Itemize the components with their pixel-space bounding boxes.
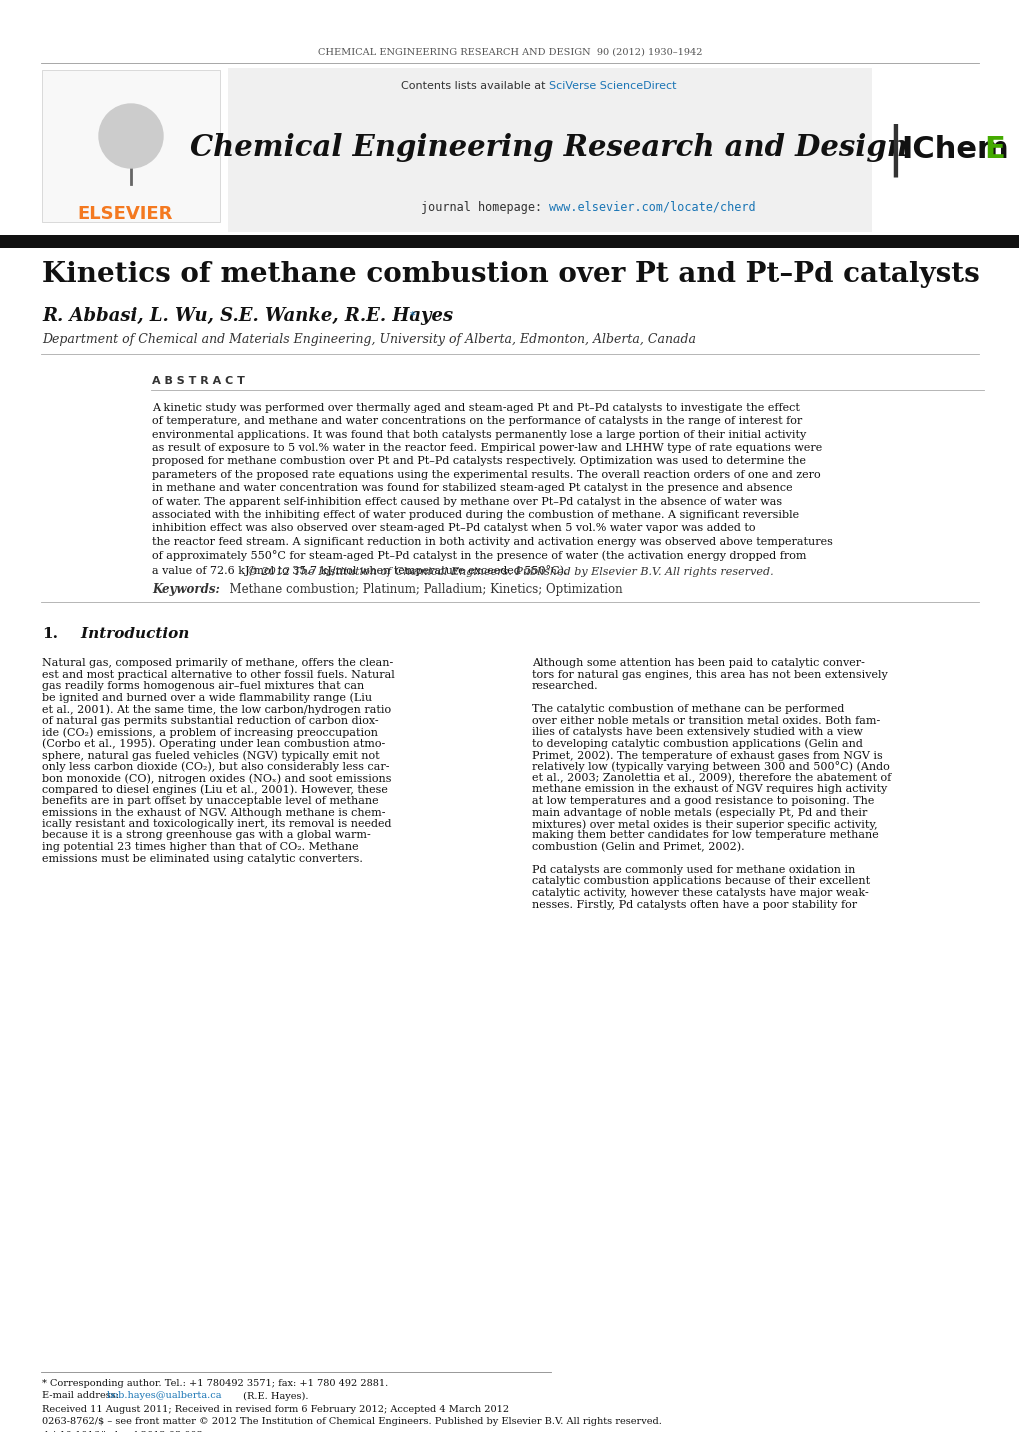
Text: sphere, natural gas fueled vehicles (NGV) typically emit not: sphere, natural gas fueled vehicles (NGV… — [42, 750, 379, 760]
Text: est and most practical alternative to other fossil fuels. Natural: est and most practical alternative to ot… — [42, 670, 394, 680]
Text: IChem: IChem — [900, 136, 1008, 165]
Text: mixtures) over metal oxides is their superior specific activity,: mixtures) over metal oxides is their sup… — [532, 819, 876, 829]
Text: E: E — [983, 136, 1004, 165]
Text: R. Abbasi, L. Wu, S.E. Wanke, R.E. Hayes: R. Abbasi, L. Wu, S.E. Wanke, R.E. Hayes — [42, 306, 452, 325]
Text: 1.: 1. — [42, 627, 58, 642]
Text: www.elsevier.com/locate/cherd: www.elsevier.com/locate/cherd — [548, 200, 755, 213]
Text: A kinetic study was performed over thermally aged and steam-aged Pt and Pt–Pd ca: A kinetic study was performed over therm… — [152, 402, 833, 576]
Text: catalytic activity, however these catalysts have major weak-: catalytic activity, however these cataly… — [532, 888, 868, 898]
Text: ilies of catalysts have been extensively studied with a view: ilies of catalysts have been extensively… — [532, 727, 862, 737]
Text: Although some attention has been paid to catalytic conver-: Although some attention has been paid to… — [532, 657, 864, 667]
Text: making them better candidates for low temperature methane: making them better candidates for low te… — [532, 831, 878, 841]
Text: compared to diesel engines (Liu et al., 2001). However, these: compared to diesel engines (Liu et al., … — [42, 785, 387, 795]
Text: benefits are in part offset by unacceptable level of methane: benefits are in part offset by unaccepta… — [42, 796, 378, 806]
Bar — [0, 235, 1019, 248]
Text: at low temperatures and a good resistance to poisoning. The: at low temperatures and a good resistanc… — [532, 796, 873, 806]
Text: Natural gas, composed primarily of methane, offers the clean-: Natural gas, composed primarily of metha… — [42, 657, 393, 667]
Text: emissions must be eliminated using catalytic converters.: emissions must be eliminated using catal… — [42, 853, 363, 863]
Text: Introduction: Introduction — [60, 627, 190, 642]
Text: emissions in the exhaust of NGV. Although methane is chem-: emissions in the exhaust of NGV. Althoug… — [42, 808, 385, 818]
Text: Primet, 2002). The temperature of exhaust gases from NGV is: Primet, 2002). The temperature of exhaus… — [532, 750, 881, 760]
Text: bob.hayes@ualberta.ca: bob.hayes@ualberta.ca — [107, 1392, 222, 1400]
Text: nesses. Firstly, Pd catalysts often have a poor stability for: nesses. Firstly, Pd catalysts often have… — [532, 899, 856, 909]
Text: be ignited and burned over a wide flammability range (Liu: be ignited and burned over a wide flamma… — [42, 693, 372, 703]
Text: et al., 2001). At the same time, the low carbon/hydrogen ratio: et al., 2001). At the same time, the low… — [42, 705, 390, 715]
Text: (Corbo et al., 1995). Operating under lean combustion atmo-: (Corbo et al., 1995). Operating under le… — [42, 739, 385, 749]
Bar — [228, 67, 871, 232]
Text: Keywords:: Keywords: — [152, 583, 220, 597]
Text: only less carbon dioxide (CO₂), but also considerably less car-: only less carbon dioxide (CO₂), but also… — [42, 762, 389, 772]
Text: ELSEVIER: ELSEVIER — [77, 205, 172, 223]
Text: doi:10.1016/j.cherd.2012.03.003: doi:10.1016/j.cherd.2012.03.003 — [42, 1431, 204, 1432]
Text: Department of Chemical and Materials Engineering, University of Alberta, Edmonto: Department of Chemical and Materials Eng… — [42, 334, 695, 347]
Text: (R.E. Hayes).: (R.E. Hayes). — [239, 1392, 308, 1400]
Text: Kinetics of methane combustion over Pt and Pt–Pd catalysts: Kinetics of methane combustion over Pt a… — [42, 262, 979, 288]
Text: journal homepage:: journal homepage: — [420, 200, 548, 213]
Text: CHEMICAL ENGINEERING RESEARCH AND DESIGN  90 (2012) 1930–1942: CHEMICAL ENGINEERING RESEARCH AND DESIGN… — [318, 47, 701, 56]
Text: Contents lists available at: Contents lists available at — [400, 82, 548, 92]
Text: to developing catalytic combustion applications (Gelin and: to developing catalytic combustion appli… — [532, 739, 862, 749]
Circle shape — [99, 105, 163, 168]
Text: Received 11 August 2011; Received in revised form 6 February 2012; Accepted 4 Ma: Received 11 August 2011; Received in rev… — [42, 1405, 508, 1413]
Text: et al., 2003; Zanolettia et al., 2009), therefore the abatement of: et al., 2003; Zanolettia et al., 2009), … — [532, 773, 891, 783]
Text: 0263-8762/$ – see front matter © 2012 The Institution of Chemical Engineers. Pub: 0263-8762/$ – see front matter © 2012 Th… — [42, 1418, 661, 1426]
Text: © 2012 The Institution of Chemical Engineers. Published by Elsevier B.V. All rig: © 2012 The Institution of Chemical Engin… — [247, 567, 772, 577]
Text: methane emission in the exhaust of NGV requires high activity: methane emission in the exhaust of NGV r… — [532, 785, 887, 795]
Text: tors for natural gas engines, this area has not been extensively: tors for natural gas engines, this area … — [532, 670, 887, 680]
Text: catalytic combustion applications because of their excellent: catalytic combustion applications becaus… — [532, 876, 869, 886]
Text: Pd catalysts are commonly used for methane oxidation in: Pd catalysts are commonly used for metha… — [532, 865, 855, 875]
Text: gas readily forms homogenous air–fuel mixtures that can: gas readily forms homogenous air–fuel mi… — [42, 682, 364, 692]
Text: main advantage of noble metals (especially Pt, Pd and their: main advantage of noble metals (especial… — [532, 808, 866, 818]
Text: bon monoxide (CO), nitrogen oxides (NOₓ) and soot emissions: bon monoxide (CO), nitrogen oxides (NOₓ)… — [42, 773, 391, 783]
Text: combustion (Gelin and Primet, 2002).: combustion (Gelin and Primet, 2002). — [532, 842, 744, 852]
Text: A B S T R A C T: A B S T R A C T — [152, 377, 245, 387]
Text: of natural gas permits substantial reduction of carbon diox-: of natural gas permits substantial reduc… — [42, 716, 378, 726]
Text: SciVerse ScienceDirect: SciVerse ScienceDirect — [548, 82, 676, 92]
Text: |: | — [886, 123, 903, 176]
Text: E-mail address:: E-mail address: — [42, 1392, 122, 1400]
Bar — [42, 70, 220, 222]
Text: The catalytic combustion of methane can be performed: The catalytic combustion of methane can … — [532, 705, 844, 715]
Text: Methane combustion; Platinum; Palladium; Kinetics; Optimization: Methane combustion; Platinum; Palladium;… — [222, 583, 622, 597]
Text: Chemical Engineering Research and Design: Chemical Engineering Research and Design — [190, 133, 907, 162]
Text: because it is a strong greenhouse gas with a global warm-: because it is a strong greenhouse gas wi… — [42, 831, 370, 841]
Text: researched.: researched. — [532, 682, 598, 692]
Text: ide (CO₂) emissions, a problem of increasing preoccupation: ide (CO₂) emissions, a problem of increa… — [42, 727, 378, 737]
Text: ing potential 23 times higher than that of CO₂. Methane: ing potential 23 times higher than that … — [42, 842, 359, 852]
Text: *: * — [410, 311, 415, 321]
Text: ically resistant and toxicologically inert, its removal is needed: ically resistant and toxicologically ine… — [42, 819, 391, 829]
Text: relatively low (typically varying between 300 and 500°C) (Ando: relatively low (typically varying betwee… — [532, 762, 889, 772]
Text: * Corresponding author. Tel.: +1 780492 3571; fax: +1 780 492 2881.: * Corresponding author. Tel.: +1 780492 … — [42, 1379, 388, 1388]
Text: over either noble metals or transition metal oxides. Both fam-: over either noble metals or transition m… — [532, 716, 879, 726]
